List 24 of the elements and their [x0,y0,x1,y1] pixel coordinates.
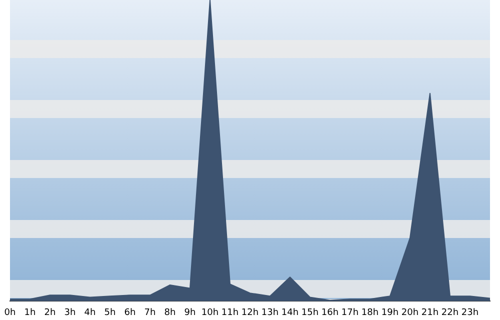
x-tick-label: 2h [44,308,56,318]
x-tick-label: 6h [124,308,136,318]
x-tick-label: 21h [421,308,439,318]
x-tick-label: 10h [201,308,219,318]
x-tick-label: 17h [341,308,359,318]
x-tick-label: 14h [281,308,299,318]
x-tick-label: 7h [144,308,156,318]
x-tick-label: 8h [164,308,176,318]
x-tick-label: 5h [104,308,116,318]
x-tick-label: 22h [441,308,459,318]
x-tick-label: 15h [301,308,319,318]
x-tick-label: 9h [184,308,196,318]
x-tick-label: 3h [64,308,76,318]
x-tick-label: 1h [24,308,36,318]
x-tick-label: 18h [361,308,379,318]
x-tick-label: 16h [321,308,339,318]
x-tick-label: 19h [381,308,399,318]
x-tick-label: 0h [4,308,16,318]
x-tick-label: 13h [261,308,279,318]
x-tick-label: 11h [221,308,239,318]
x-tick-label: 4h [84,308,96,318]
x-tick-label: 12h [241,308,259,318]
x-tick-label: 23h [461,308,479,318]
x-tick-label: 20h [401,308,419,318]
